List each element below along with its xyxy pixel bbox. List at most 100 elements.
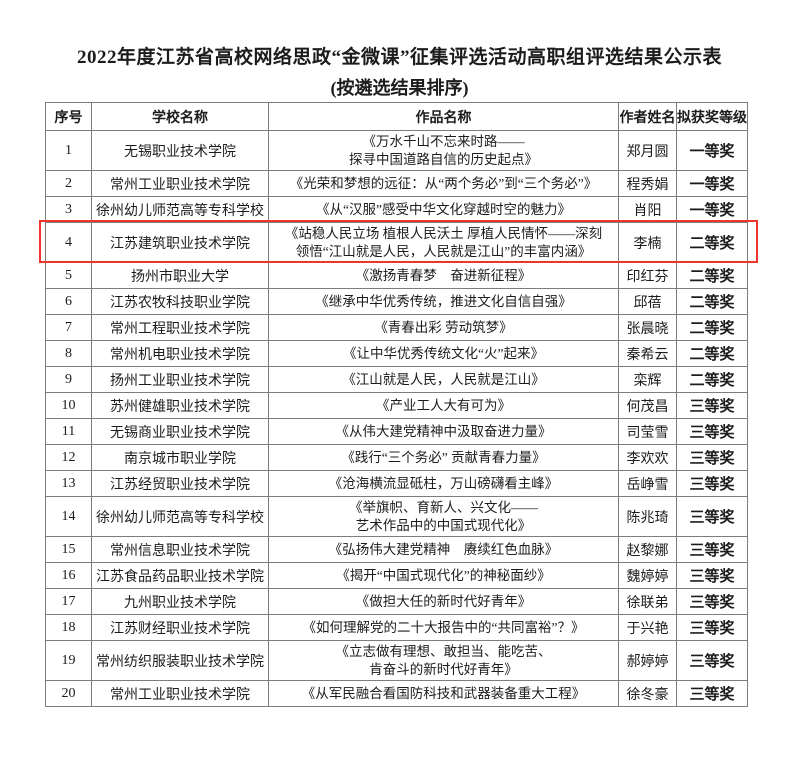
cell-work: 《江山就是人民，人民就是江山》 <box>268 366 619 393</box>
column-header-no: 序号 <box>45 102 92 131</box>
cell-author: 程秀娟 <box>618 170 677 197</box>
table-row: 9 扬州工业职业技术学院 《江山就是人民，人民就是江山》 栾辉 二等奖 <box>45 366 748 393</box>
cell-author: 张晨晓 <box>618 314 677 341</box>
cell-author: 郝婷婷 <box>618 640 677 681</box>
table-row: 19 常州纺织服装职业技术学院 《立志做有理想、敢担当、能吃苦、 肯奋斗的新时代好青… <box>45 640 748 681</box>
table-row: 16 江苏食品药品职业技术学院 《揭开“中国式现代化”的神秘面纱》 魏婷婷 三等奖 <box>45 562 748 589</box>
cell-no: 16 <box>45 562 92 589</box>
cell-award: 三等奖 <box>676 418 748 445</box>
cell-work: 《站稳人民立场 植根人民沃土 厚植人民情怀——深刻 领悟“江山就是人民，人民就是… <box>268 222 619 263</box>
table-row: 18 江苏财经职业技术学院 《如何理解党的二十大报告中的“共同富裕”？》 于兴艳 三等奖 <box>45 614 748 641</box>
cell-author: 肖阳 <box>618 196 677 223</box>
cell-school: 江苏财经职业技术学院 <box>91 614 269 641</box>
cell-work: 《立志做有理想、敢担当、能吃苦、 肯奋斗的新时代好青年》 <box>268 640 619 681</box>
cell-school: 江苏农牧科技职业学院 <box>91 288 269 315</box>
cell-award: 二等奖 <box>676 288 748 315</box>
table-row: 14 徐州幼儿师范高等专科学校 《举旗帜、育新人、兴文化—— 艺术作品中的中国式现代… <box>45 496 748 537</box>
cell-award: 三等奖 <box>676 392 748 419</box>
cell-work: 《青春出彩 劳动筑梦》 <box>268 314 619 341</box>
cell-school: 常州纺织服装职业技术学院 <box>91 640 269 681</box>
cell-work: 《让中华优秀传统文化“火”起来》 <box>268 340 619 367</box>
cell-award: 三等奖 <box>676 588 748 615</box>
table-row: 3 徐州幼儿师范高等专科学校 《从“汉服”感受中华文化穿越时空的魅力》 肖阳 一等奖 <box>45 196 748 223</box>
cell-no: 18 <box>45 614 92 641</box>
cell-no: 5 <box>45 262 92 289</box>
table-row: 20 常州工业职业技术学院 《从军民融合看国防科技和武器装备重大工程》 徐冬豪 三等奖 <box>45 680 748 707</box>
cell-author: 何茂昌 <box>618 392 677 419</box>
cell-author: 司莹雪 <box>618 418 677 445</box>
cell-school: 徐州幼儿师范高等专科学校 <box>91 196 269 223</box>
cell-school: 江苏经贸职业技术学院 <box>91 470 269 497</box>
cell-school: 九州职业技术学院 <box>91 588 269 615</box>
cell-school: 常州信息职业技术学院 <box>91 536 269 563</box>
cell-work: 《弘扬伟大建党精神 赓续红色血脉》 <box>268 536 619 563</box>
cell-school: 南京城市职业学院 <box>91 444 269 471</box>
cell-award: 三等奖 <box>676 536 748 563</box>
cell-work: 《举旗帜、育新人、兴文化—— 艺术作品中的中国式现代化》 <box>268 496 619 537</box>
cell-no: 15 <box>45 536 92 563</box>
cell-no: 10 <box>45 392 92 419</box>
cell-work: 《践行“三个务必” 贡献青春力量》 <box>268 444 619 471</box>
cell-work: 《万水千山不忘来时路—— 探寻中国道路自信的历史起点》 <box>268 130 619 171</box>
column-header-work: 作品名称 <box>268 102 619 131</box>
column-header-award: 拟获奖等级 <box>676 102 748 131</box>
cell-work: 《沧海横流显砥柱，万山磅礴看主峰》 <box>268 470 619 497</box>
cell-school: 常州机电职业技术学院 <box>91 340 269 367</box>
cell-no: 2 <box>45 170 92 197</box>
cell-award: 一等奖 <box>676 130 748 171</box>
cell-award: 二等奖 <box>676 340 748 367</box>
cell-work: 《如何理解党的二十大报告中的“共同富裕”？》 <box>268 614 619 641</box>
cell-no: 17 <box>45 588 92 615</box>
table-row: 6 江苏农牧科技职业学院 《继承中华优秀传统，推进文化自信自强》 邱蓓 二等奖 <box>45 288 748 315</box>
cell-no: 6 <box>45 288 92 315</box>
cell-work: 《从军民融合看国防科技和武器装备重大工程》 <box>268 680 619 707</box>
cell-award: 三等奖 <box>676 496 748 537</box>
header-row: 序号 学校名称 作品名称 作者姓名 拟获奖等级 <box>45 102 748 131</box>
cell-award: 三等奖 <box>676 562 748 589</box>
cell-school: 常州工业职业技术学院 <box>91 170 269 197</box>
cell-award: 三等奖 <box>676 470 748 497</box>
table-row: 12 南京城市职业学院 《践行“三个务必” 贡献青春力量》 李欢欢 三等奖 <box>45 444 748 471</box>
cell-award: 三等奖 <box>676 640 748 681</box>
cell-no: 7 <box>45 314 92 341</box>
cell-author: 徐冬豪 <box>618 680 677 707</box>
cell-award: 三等奖 <box>676 680 748 707</box>
cell-no: 20 <box>45 680 92 707</box>
cell-no: 12 <box>45 444 92 471</box>
cell-school: 扬州市职业大学 <box>91 262 269 289</box>
cell-school: 常州工业职业技术学院 <box>91 680 269 707</box>
cell-school: 无锡商业职业技术学院 <box>91 418 269 445</box>
table-row-highlighted: 4 江苏建筑职业技术学院 《站稳人民立场 植根人民沃土 厚植人民情怀——深刻 领悟“… <box>45 222 748 263</box>
cell-school: 江苏食品药品职业技术学院 <box>91 562 269 589</box>
cell-author: 陈兆琦 <box>618 496 677 537</box>
cell-author: 郑月圆 <box>618 130 677 171</box>
table-row: 2 常州工业职业技术学院 《光荣和梦想的远征：从“两个务必”到“三个务必”》 程秀娟一… <box>45 170 748 197</box>
cell-work: 《光荣和梦想的远征：从“两个务必”到“三个务必”》 <box>268 170 619 197</box>
cell-no: 9 <box>45 366 92 393</box>
cell-award: 二等奖 <box>676 366 748 393</box>
cell-author: 岳峥雪 <box>618 470 677 497</box>
cell-no: 8 <box>45 340 92 367</box>
cell-no: 1 <box>45 130 92 171</box>
cell-work: 《从“汉服”感受中华文化穿越时空的魅力》 <box>268 196 619 223</box>
cell-award: 一等奖 <box>676 170 748 197</box>
cell-author: 秦希云 <box>618 340 677 367</box>
table-row: 15 常州信息职业技术学院 《弘扬伟大建党精神 赓续红色血脉》 赵黎娜 三等奖 <box>45 536 748 563</box>
results-table: 序号 学校名称 作品名称 作者姓名 拟获奖等级 1 无锡职业技术学院 《万水千山不忘来时路—… <box>45 102 748 707</box>
table-row: 7 常州工程职业技术学院 《青春出彩 劳动筑梦》 张晨晓 二等奖 <box>45 314 748 341</box>
cell-author: 李欢欢 <box>618 444 677 471</box>
table-row: 8 常州机电职业技术学院 《让中华优秀传统文化“火”起来》 秦希云 二等奖 <box>45 340 748 367</box>
cell-author: 邱蓓 <box>618 288 677 315</box>
cell-school: 徐州幼儿师范高等专科学校 <box>91 496 269 537</box>
cell-school: 常州工程职业技术学院 <box>91 314 269 341</box>
page-title: 2022年度江苏省高校网络思政“金微课”征集评选活动高职组评选结果公示表 <box>76 47 722 68</box>
cell-work: 《做担大任的新时代好青年》 <box>268 588 619 615</box>
cell-work: 《从伟大建党精神中汲取奋进力量》 <box>268 418 619 445</box>
cell-award: 三等奖 <box>676 614 748 641</box>
cell-school: 苏州健雄职业技术学院 <box>91 392 269 419</box>
cell-no: 4 <box>45 222 92 263</box>
cell-work: 《激扬青春梦 奋进新征程》 <box>268 262 619 289</box>
table-row: 11 无锡商业职业技术学院 《从伟大建党精神中汲取奋进力量》 司莹雪 三等奖 <box>45 418 748 445</box>
cell-award: 二等奖 <box>676 314 748 341</box>
cell-author: 栾辉 <box>618 366 677 393</box>
